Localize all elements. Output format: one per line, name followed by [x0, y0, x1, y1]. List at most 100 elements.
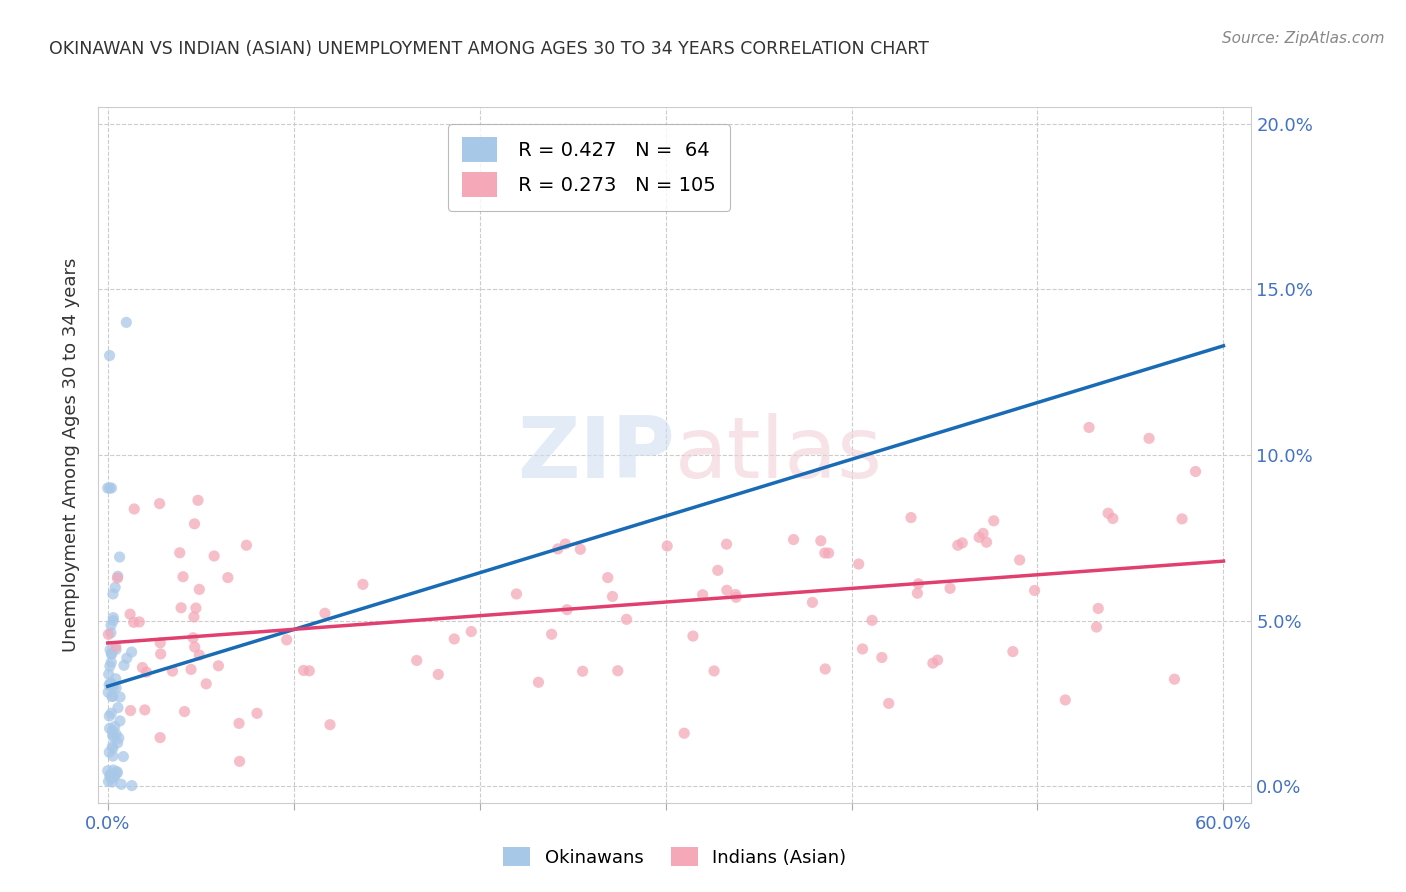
- Point: [101, 741, 124, 756]
- Point: [107, 700, 129, 714]
- Point: [900, 510, 922, 524]
- Point: [682, 629, 704, 643]
- Point: [98, 745, 121, 759]
- Point: [187, 493, 209, 508]
- Point: [180, 662, 202, 676]
- Point: [101, 775, 124, 789]
- Point: [101, 690, 124, 704]
- Point: [782, 533, 804, 547]
- Point: [814, 546, 837, 560]
- Point: [149, 731, 172, 745]
- Point: [276, 632, 298, 647]
- Point: [907, 577, 929, 591]
- Point: [1097, 506, 1119, 520]
- Point: [104, 581, 127, 595]
- Point: [939, 582, 962, 596]
- Point: [443, 632, 465, 646]
- Point: [97, 667, 120, 681]
- Point: [107, 731, 129, 745]
- Point: [131, 660, 153, 674]
- Point: [235, 538, 257, 552]
- Point: [108, 690, 131, 704]
- Point: [115, 315, 138, 329]
- Point: [1001, 644, 1024, 658]
- Point: [98, 722, 121, 736]
- Point: [122, 502, 145, 516]
- Point: [134, 703, 156, 717]
- Point: [972, 526, 994, 541]
- Point: [1087, 601, 1109, 615]
- Point: [184, 601, 207, 615]
- Point: [98, 659, 121, 673]
- Point: [100, 647, 122, 661]
- Point: [103, 730, 125, 744]
- Point: [725, 591, 748, 605]
- Point: [105, 642, 128, 657]
- Point: [108, 714, 131, 728]
- Point: [97, 627, 120, 641]
- Point: [162, 664, 184, 678]
- Point: [527, 675, 550, 690]
- Point: [555, 603, 578, 617]
- Point: [100, 647, 122, 661]
- Point: [97, 685, 120, 699]
- Point: [188, 582, 211, 597]
- Text: Source: ZipAtlas.com: Source: ZipAtlas.com: [1222, 31, 1385, 46]
- Point: [101, 771, 124, 785]
- Point: [228, 716, 250, 731]
- Point: [108, 549, 131, 564]
- Point: [103, 769, 125, 783]
- Point: [135, 665, 157, 680]
- Point: [657, 539, 679, 553]
- Point: [183, 516, 205, 531]
- Point: [188, 648, 211, 662]
- Text: OKINAWAN VS INDIAN (ASIAN) UNEMPLOYMENT AMONG AGES 30 TO 34 YEARS CORRELATION CH: OKINAWAN VS INDIAN (ASIAN) UNEMPLOYMENT …: [49, 40, 929, 58]
- Point: [1171, 512, 1194, 526]
- Point: [98, 349, 121, 363]
- Point: [703, 664, 725, 678]
- Point: [105, 727, 128, 741]
- Point: [716, 583, 738, 598]
- Point: [1054, 693, 1077, 707]
- Point: [98, 768, 121, 782]
- Point: [120, 704, 142, 718]
- Point: [149, 647, 172, 661]
- Point: [104, 640, 127, 654]
- Point: [405, 653, 427, 667]
- Point: [460, 624, 482, 639]
- Point: [810, 533, 832, 548]
- Point: [228, 755, 250, 769]
- Point: [602, 590, 624, 604]
- Point: [97, 774, 120, 789]
- Point: [195, 677, 218, 691]
- Point: [115, 651, 138, 665]
- Point: [292, 664, 315, 678]
- Legend: Okinawans, Indians (Asian): Okinawans, Indians (Asian): [496, 840, 853, 874]
- Point: [105, 764, 128, 779]
- Point: [352, 577, 374, 591]
- Point: [870, 650, 893, 665]
- Point: [97, 764, 120, 778]
- Text: ZIP: ZIP: [517, 413, 675, 497]
- Point: [100, 771, 122, 785]
- Point: [170, 600, 193, 615]
- Point: [606, 664, 628, 678]
- Point: [817, 546, 839, 560]
- Point: [104, 672, 127, 686]
- Point: [100, 655, 122, 669]
- Point: [950, 536, 973, 550]
- Point: [1184, 465, 1206, 479]
- Point: [207, 658, 229, 673]
- Point: [707, 563, 730, 577]
- Point: [1078, 420, 1101, 434]
- Point: [801, 595, 824, 609]
- Point: [107, 569, 129, 583]
- Point: [101, 690, 124, 704]
- Point: [172, 570, 194, 584]
- Point: [173, 705, 195, 719]
- Point: [1085, 620, 1108, 634]
- Point: [967, 530, 990, 544]
- Point: [540, 627, 562, 641]
- Point: [107, 736, 129, 750]
- Point: [98, 678, 121, 692]
